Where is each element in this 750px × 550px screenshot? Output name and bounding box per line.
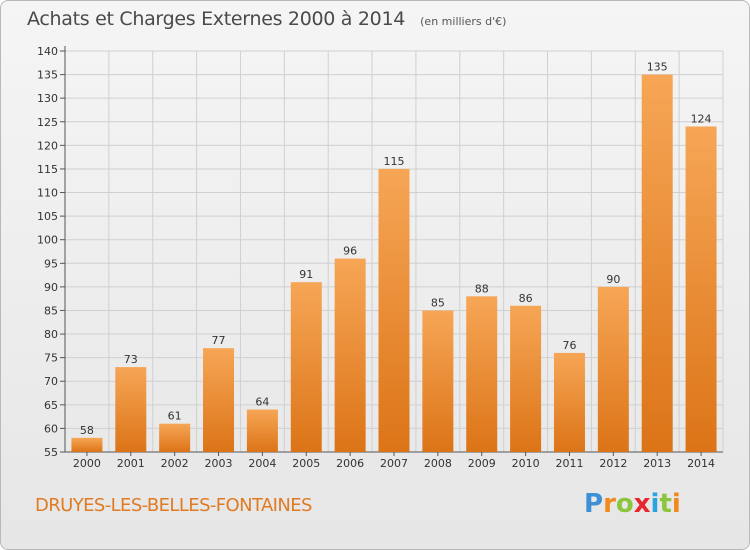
y-tick-label: 60 <box>44 422 58 435</box>
logo-letter: i <box>650 489 660 519</box>
x-tick-label-2010: 2010 <box>512 457 540 470</box>
bar-2009 <box>466 296 498 452</box>
data-label-2000: 58 <box>80 424 94 437</box>
y-tick-label: 110 <box>37 187 58 200</box>
proxiti-logo[interactable]: Proxiti <box>584 489 681 519</box>
y-tick-label: 95 <box>44 257 58 270</box>
axes: 55 60 65 70 75 80 85 90 95 100 105 110 115 120 125 130 1… <box>37 45 723 459</box>
logo-letter: r <box>603 489 616 519</box>
bar-2002 <box>159 423 191 452</box>
bar-2004 <box>246 409 278 452</box>
data-label-2010: 86 <box>519 292 533 305</box>
title-row: Achats et Charges Externes 2000 à 2014 (… <box>27 8 506 30</box>
y-tick-label: 80 <box>44 328 58 341</box>
x-tick-label-2000: 2000 <box>73 457 101 470</box>
logo-letter: x <box>633 489 651 519</box>
x-tick-label-2002: 2002 <box>161 457 189 470</box>
bar-2011 <box>553 352 585 452</box>
logo-letter: t <box>659 489 672 519</box>
x-tick-label-2014: 2014 <box>687 457 715 470</box>
x-tick-label-2007: 2007 <box>380 457 408 470</box>
x-tick-label-2005: 2005 <box>292 457 320 470</box>
data-label-2002: 61 <box>168 410 182 423</box>
x-tick-label-2013: 2013 <box>643 457 671 470</box>
bar-2000 <box>71 437 103 452</box>
logo-letter: o <box>615 489 634 519</box>
y-tick-label: 70 <box>44 375 58 388</box>
bars <box>71 74 717 453</box>
y-tick-label: 90 <box>44 281 58 294</box>
x-tick-label-2011: 2011 <box>555 457 583 470</box>
bar-2006 <box>334 258 366 452</box>
data-label-2001: 73 <box>124 353 138 366</box>
y-tick-label: 125 <box>37 116 58 129</box>
x-tick-label-2001: 2001 <box>117 457 145 470</box>
data-label-2008: 85 <box>431 296 445 309</box>
y-tick-label: 85 <box>44 304 58 317</box>
chart-unit-label: (en milliers d'€) <box>420 15 507 28</box>
data-label-2004: 64 <box>255 396 269 409</box>
y-tick-label: 130 <box>37 92 58 105</box>
bar-2005 <box>290 282 322 452</box>
chart-title: Achats et Charges Externes 2000 à 2014 <box>27 8 406 30</box>
y-tick-label: 75 <box>44 352 58 365</box>
bar-2013 <box>641 74 673 453</box>
data-label-2003: 77 <box>212 334 226 347</box>
data-label-2006: 96 <box>343 245 357 258</box>
x-tick-label-2008: 2008 <box>424 457 452 470</box>
y-tick-label: 100 <box>37 234 58 247</box>
logo-letter: P <box>584 489 604 519</box>
data-label-2005: 91 <box>299 268 313 281</box>
y-tick-label: 115 <box>37 163 58 176</box>
y-tick-label: 140 <box>37 45 58 58</box>
bar-2008 <box>422 310 454 452</box>
logo-letter: i <box>671 489 681 519</box>
bar-2010 <box>510 305 542 452</box>
bar-2012 <box>597 286 629 452</box>
x-tick-label-2006: 2006 <box>336 457 364 470</box>
labels: 58 2000 73 2001 61 2002 77 2003 64 2004 91 2005 96 20… <box>73 61 715 470</box>
x-tick-label-2003: 2003 <box>205 457 233 470</box>
x-tick-label-2012: 2012 <box>599 457 627 470</box>
data-label-2013: 135 <box>647 61 668 74</box>
x-tick-label-2004: 2004 <box>248 457 276 470</box>
y-tick-label: 105 <box>37 210 58 223</box>
bar-2014 <box>685 126 717 452</box>
data-label-2007: 115 <box>384 155 405 168</box>
y-tick-label: 65 <box>44 399 58 412</box>
data-label-2012: 90 <box>606 273 620 286</box>
data-label-2011: 76 <box>562 339 576 352</box>
data-label-2014: 124 <box>691 112 712 125</box>
y-tick-label: 55 <box>44 446 58 459</box>
x-tick-label-2009: 2009 <box>468 457 496 470</box>
y-tick-label: 120 <box>37 139 58 152</box>
commune-name: DRUYES-LES-BELLES-FONTAINES <box>35 495 312 516</box>
bar-2003 <box>203 348 235 452</box>
bar-2001 <box>115 367 147 452</box>
y-tick-label: 135 <box>37 69 58 82</box>
bar-2007 <box>378 168 410 453</box>
data-label-2009: 88 <box>475 282 489 295</box>
